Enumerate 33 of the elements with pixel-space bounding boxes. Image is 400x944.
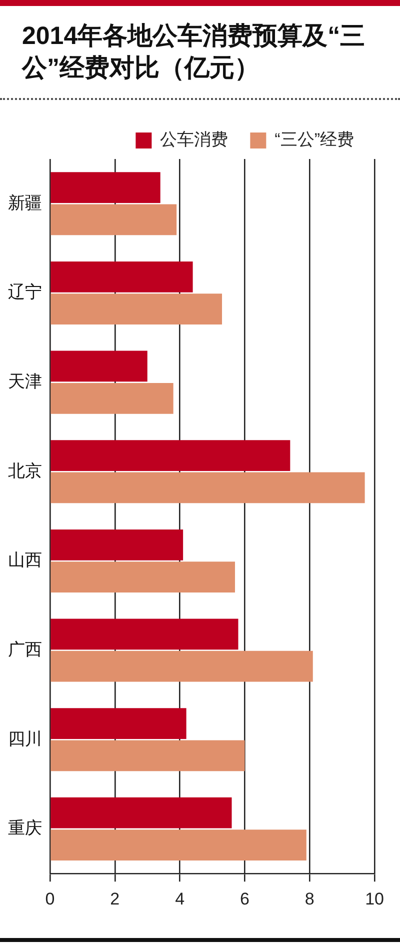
- bar: [50, 529, 184, 560]
- legend-label: 公车消费: [160, 130, 228, 150]
- bar: [50, 172, 160, 204]
- bar: [50, 562, 235, 592]
- x-tick-label: 10: [365, 889, 384, 908]
- chart-title: 2014年各地公车消费预算及“三公”经费对比（亿元）: [22, 21, 366, 84]
- bar: [50, 261, 193, 292]
- legend-label: “三公”经费: [274, 130, 354, 150]
- x-tick-label: 0: [45, 889, 55, 908]
- x-tick-label: 6: [240, 889, 250, 908]
- bar: [50, 618, 238, 650]
- bar: [50, 830, 306, 860]
- bar: [50, 708, 186, 739]
- bar: [50, 440, 290, 471]
- bar: [50, 382, 174, 414]
- x-tick-label: 2: [110, 889, 120, 908]
- y-tick-label: 广西: [8, 640, 42, 659]
- y-tick-label: 重庆: [8, 818, 42, 838]
- bar: [50, 472, 365, 504]
- bar: [50, 650, 313, 682]
- y-tick-label: 四川: [8, 729, 42, 748]
- bar: [50, 294, 222, 324]
- bar: [50, 350, 148, 382]
- y-tick-label: 北京: [8, 461, 42, 480]
- bar: [50, 740, 245, 772]
- y-tick-label: 山西: [8, 550, 42, 570]
- y-tick-label: 辽宁: [8, 282, 42, 302]
- y-tick-label: 新疆: [8, 193, 42, 212]
- bar: [50, 204, 177, 236]
- x-tick-label: 4: [175, 889, 185, 908]
- x-tick-label: 8: [304, 889, 314, 908]
- bar: [50, 797, 232, 828]
- y-tick-label: 天津: [8, 372, 42, 391]
